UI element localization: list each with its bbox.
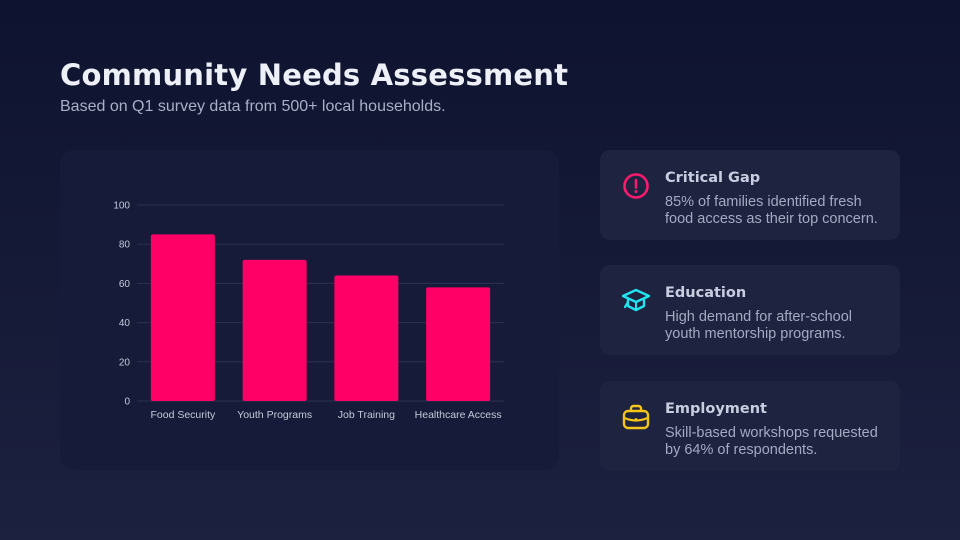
bar (242, 259, 307, 401)
x-tick-label: Food Security (150, 409, 216, 421)
x-tick-label: Healthcare Access (415, 409, 502, 421)
bar (334, 275, 399, 401)
page-subtitle: Based on Q1 survey data from 500+ local … (60, 98, 446, 115)
insight-heading: Employment (665, 401, 767, 417)
x-tick-label: Youth Programs (237, 409, 312, 421)
y-tick-label: 0 (124, 397, 130, 408)
insight-card-education: Education High demand for after-school y… (600, 265, 900, 355)
briefcase-icon (620, 401, 652, 433)
y-tick-label: 100 (113, 201, 130, 212)
y-tick-label: 40 (119, 318, 131, 329)
bar-chart: 0 20 40 60 80 100 Food Security Youth Programs J… (113, 201, 504, 421)
alert-circle-icon (620, 170, 652, 202)
bar (150, 234, 215, 401)
page-title: Community Needs Assessment (60, 58, 569, 92)
chart-card: 0 20 40 60 80 100 Food Security Youth Programs J… (60, 150, 559, 470)
insight-card-critical-gap: Critical Gap 85% of families identified … (600, 150, 900, 240)
y-tick-label: 20 (119, 357, 131, 368)
y-tick-label: 60 (119, 279, 131, 290)
insight-body: Skill-based workshops requested by 64% o… (665, 425, 878, 458)
bar (426, 287, 491, 401)
insight-body: High demand for after-school youth mento… (665, 309, 852, 342)
graduation-cap-icon (620, 285, 652, 317)
insight-card-employment: Employment Skill-based workshops request… (600, 381, 900, 471)
insight-body: 85% of families identified fresh food ac… (665, 194, 878, 227)
insight-heading: Critical Gap (665, 170, 761, 186)
insight-heading: Education (665, 285, 747, 301)
x-tick-label: Job Training (338, 409, 395, 421)
y-tick-label: 80 (119, 240, 131, 251)
